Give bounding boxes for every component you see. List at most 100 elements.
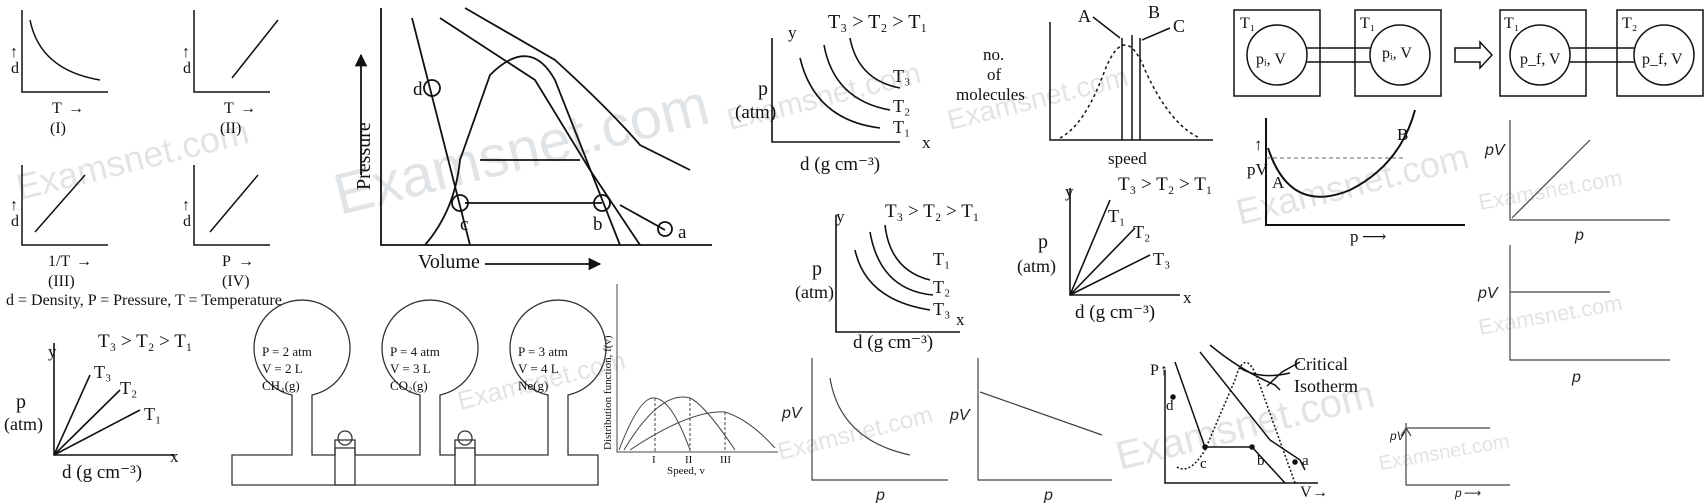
svg-text:y: y [788, 23, 797, 42]
pv-isotherm-labels: Pressure Volume d c b a [353, 79, 687, 273]
svg-text:P = 4 atm: P = 4 atm [390, 344, 440, 359]
svg-text:pᵢ, V: pᵢ, V [1256, 51, 1286, 68]
svg-text:pV: pV [1247, 160, 1269, 179]
svg-text:T₃: T₃ [1153, 249, 1170, 269]
pv-isotherm-diagram [354, 7, 712, 271]
svg-text:Volume: Volume [418, 251, 480, 273]
svg-text:→: → [238, 253, 254, 270]
svg-text:P = 2 atm: P = 2 atm [262, 344, 312, 359]
svg-text:x: x [1183, 288, 1192, 307]
critical-isotherm-labels: P ↑ V → Critical Isotherm d c b a [1150, 354, 1358, 501]
svg-text:pV: pV [949, 407, 971, 424]
speed-distribution [616, 284, 778, 453]
label-II: (II) [220, 120, 241, 137]
svg-text:P: P [222, 253, 231, 270]
p-vs-d-hyperbola-1-labels: T₃ > T₂ > T₁ y x p (atm) d (g cm⁻³) T₃ T… [735, 11, 931, 175]
p-vs-d-hyperbola-1 [771, 37, 901, 143]
svg-text:pV: pV [1484, 142, 1506, 159]
label-III: (III) [48, 273, 75, 290]
svg-text:→: → [68, 100, 84, 117]
svg-text:d (g cm⁻³): d (g cm⁻³) [853, 332, 933, 353]
svg-text:B: B [1148, 2, 1160, 22]
svg-text:C: C [1173, 16, 1185, 36]
p-vs-d-lines-left-labels: T₃ > T₂ > T₁ y x p (atm) d (g cm⁻³) T₃ T… [4, 331, 192, 483]
svg-text:Pressure: Pressure [353, 122, 375, 190]
svg-text:→: → [1312, 484, 1328, 501]
watermark-large: Examsnet.com [327, 72, 715, 228]
svg-text:d: d [1166, 398, 1174, 414]
svg-text:molecules: molecules [956, 85, 1025, 104]
svg-text:T₃ > T₂ > T₁: T₃ > T₂ > T₁ [885, 201, 979, 222]
critical-isotherm [1164, 344, 1318, 484]
pv-vs-p-labels: ↑ pV A B p ⟶ [1247, 125, 1408, 246]
svg-text:Speed, v: Speed, v [667, 465, 705, 477]
svg-text:p: p [812, 258, 822, 280]
svg-text:T₁: T₁ [1360, 15, 1375, 32]
svg-text:d: d [413, 79, 423, 100]
svg-text:→: → [240, 100, 256, 117]
svg-text:T: T [52, 100, 62, 117]
svg-text:b: b [1257, 453, 1265, 469]
svg-text:→: → [76, 253, 92, 270]
svg-text:d: d [11, 60, 19, 77]
pv-vs-p-curve [1265, 109, 1465, 226]
density-graph-labels: ↑ d ↑ d ↑ d ↑ d T → T → 1/T → P → (I) (I… [6, 44, 282, 309]
svg-text:T: T [224, 100, 234, 117]
svg-text:T₂: T₂ [933, 277, 950, 297]
pv-bottom-labels: pV p pV p [781, 405, 1053, 503]
svg-text:T₂: T₂ [893, 96, 910, 116]
svg-text:x: x [922, 133, 931, 152]
svg-text:T₃ > T₂ > T₁: T₃ > T₂ > T₁ [98, 331, 192, 352]
svg-text:d (g cm⁻³): d (g cm⁻³) [800, 154, 880, 175]
svg-text:P: P [1150, 362, 1159, 379]
svg-text:d: d [11, 213, 19, 230]
svg-text:↑: ↑ [10, 197, 18, 214]
svg-text:II: II [685, 454, 693, 466]
small-pv-graphs [1400, 120, 1670, 486]
two-flask-labels: T₁ T₁ pᵢ, V pᵢ, V T₁ T₂ p_f, V p_f, V [1240, 15, 1683, 68]
svg-text:T₃: T₃ [893, 66, 910, 86]
svg-text:p: p [875, 487, 885, 503]
svg-text:pV: pV [781, 405, 803, 422]
svg-text:↑: ↑ [1254, 135, 1263, 154]
svg-text:p: p [1574, 227, 1584, 244]
svg-text:⟶: ⟶ [1464, 486, 1481, 500]
svg-text:a: a [678, 222, 687, 243]
svg-text:CH₄(g): CH₄(g) [262, 378, 300, 393]
watermark-1: Examsnet.com [12, 110, 253, 207]
svg-text:T₁: T₁ [1504, 15, 1519, 32]
svg-text:c: c [1200, 456, 1207, 472]
svg-text:T₃: T₃ [94, 362, 111, 382]
svg-text:x: x [956, 310, 965, 329]
density-caption: d = Density, P = Pressure, T = Temperatu… [6, 292, 282, 309]
three-bulb-labels: P = 2 atm V = 2 L CH₄(g) P = 4 atm V = 3… [262, 344, 568, 393]
svg-text:p: p [758, 78, 768, 100]
svg-text:T₁: T₁ [1108, 206, 1125, 226]
maxwell-distribution [1049, 16, 1213, 141]
svg-text:p: p [1043, 487, 1053, 503]
svg-text:b: b [593, 214, 603, 235]
svg-text:(atm): (atm) [1017, 256, 1056, 277]
svg-text:T₃ > T₂ > T₁: T₃ > T₂ > T₁ [1118, 174, 1212, 195]
maxwell-labels: A B C no. of molecules speed [956, 2, 1185, 168]
svg-text:p_f, V: p_f, V [1642, 51, 1683, 68]
svg-text:y: y [48, 342, 57, 361]
svg-text:(atm): (atm) [735, 102, 776, 123]
svg-text:pV: pV [1477, 285, 1499, 302]
p-vs-d-hyperbola-2-labels: T₃ > T₂ > T₁ y x p (atm) d (g cm⁻³) T₁ T… [795, 201, 979, 353]
svg-text:(atm): (atm) [4, 414, 43, 435]
p-vs-d-lines-right-labels: T₃ > T₂ > T₁ y x p (atm) d (g cm⁻³) T₁ T… [1017, 174, 1212, 323]
svg-text:y: y [1065, 182, 1074, 201]
svg-text:p: p [1454, 486, 1462, 500]
svg-text:pV: pV [1389, 429, 1406, 443]
svg-text:T₁: T₁ [144, 404, 161, 424]
svg-text:d (g cm⁻³): d (g cm⁻³) [62, 462, 142, 483]
three-bulb-apparatus [231, 299, 607, 486]
svg-text:d: d [183, 60, 191, 77]
svg-text:p: p [1038, 231, 1048, 253]
svg-text:speed: speed [1108, 149, 1147, 168]
p-vs-d-hyperbola-2 [835, 215, 960, 333]
svg-text:no.: no. [983, 45, 1004, 64]
svg-text:p: p [1571, 369, 1581, 386]
